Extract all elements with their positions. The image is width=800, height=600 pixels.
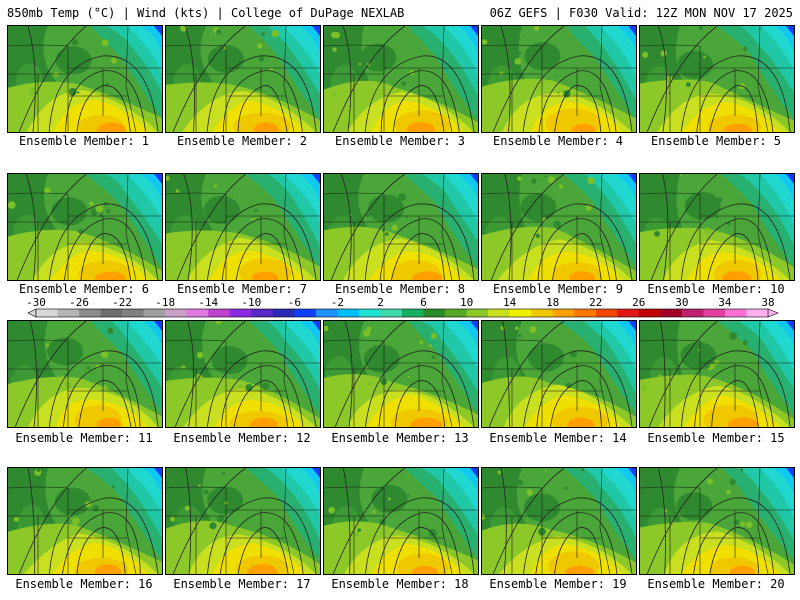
colorbar-tick-label: 2	[377, 296, 384, 309]
ensemble-member-label: Ensemble Member: 4	[492, 134, 624, 148]
ensemble-member-map	[481, 467, 637, 575]
colorbar-swatch	[660, 309, 683, 317]
ensemble-member-map	[481, 25, 637, 133]
colorbar-swatch	[445, 309, 467, 317]
ensemble-member-map	[639, 467, 795, 575]
colorbar-swatch	[488, 309, 510, 317]
ensemble-member-map	[639, 320, 795, 428]
colorbar-swatch	[36, 309, 58, 317]
colorbar-swatch	[186, 309, 209, 317]
colorbar-swatch	[574, 309, 597, 317]
colorbar-swatch	[208, 309, 231, 317]
colorbar-swatch	[595, 309, 618, 317]
ensemble-member-map	[481, 173, 637, 281]
ensemble-member-map	[323, 320, 479, 428]
ensemble-member-map	[481, 320, 637, 428]
ensemble-member-label: Ensemble Member: 3	[334, 134, 466, 148]
ensemble-member-map	[165, 320, 321, 428]
colorbar-swatch	[100, 309, 123, 317]
colorbar-swatch	[122, 309, 144, 317]
colorbar-tick-label: 38	[761, 296, 774, 309]
colorbar-swatch	[746, 309, 769, 317]
colorbar-tick-label: 22	[589, 296, 602, 309]
colorbar-outline	[35, 308, 769, 318]
colorbar-swatch	[617, 309, 640, 317]
colorbar-swatch	[229, 309, 252, 317]
colorbar-tick-label: 34	[718, 296, 732, 309]
colorbar-swatch	[509, 309, 532, 317]
ensemble-member-map	[7, 320, 163, 428]
colorbar-swatch	[552, 309, 575, 317]
colorbar-tick-label: -18	[155, 296, 175, 309]
chart-title: 850mb Temp (°C) | Wind (kts) | College o…	[7, 6, 405, 20]
ensemble-member-label: Ensemble Member: 12	[173, 431, 311, 445]
colorbar-left-arrow	[27, 308, 37, 318]
colorbar-tick-label: -6	[288, 296, 301, 309]
ensemble-member-map	[165, 25, 321, 133]
ensemble-member-map	[7, 25, 163, 133]
ensemble-member-label: Ensemble Member: 1	[18, 134, 150, 148]
ensemble-member-map	[7, 467, 163, 575]
colorbar-tick-label: -30	[26, 296, 46, 309]
ensemble-member-label: Ensemble Member: 20	[647, 577, 785, 591]
colorbar-tick-label: 14	[503, 296, 517, 309]
ensemble-member-label: Ensemble Member: 5	[650, 134, 782, 148]
ensemble-member-map	[639, 25, 795, 133]
ensemble-member-label: Ensemble Member: 9	[492, 282, 624, 296]
colorbar-swatch	[315, 309, 338, 317]
colorbar-swatch	[337, 309, 360, 317]
colorbar-swatch	[294, 309, 317, 317]
ensemble-member-label: Ensemble Member: 2	[176, 134, 308, 148]
ensemble-member-label: Ensemble Member: 10	[647, 282, 785, 296]
colorbar-swatch	[380, 309, 403, 317]
ensemble-member-map	[323, 25, 479, 133]
colorbar-tick-label: -10	[241, 296, 261, 309]
colorbar-right-arrow	[767, 308, 779, 318]
colorbar-swatch	[57, 309, 80, 317]
ensemble-member-label: Ensemble Member: 11	[15, 431, 153, 445]
ensemble-member-label: Ensemble Member: 15	[647, 431, 785, 445]
colorbar-tick-label: -22	[112, 296, 132, 309]
colorbar-tick-label: 6	[420, 296, 427, 309]
ensemble-member-label: Ensemble Member: 19	[489, 577, 627, 591]
model-run-info: 06Z GEFS | F030 Valid: 12Z MON NOV 17 20…	[489, 6, 793, 20]
ensemble-member-map	[165, 467, 321, 575]
ensemble-member-label: Ensemble Member: 18	[331, 577, 469, 591]
colorbar-tick-label: -26	[69, 296, 89, 309]
colorbar-swatch	[724, 309, 747, 317]
colorbar-swatch	[165, 309, 188, 317]
colorbar-swatch	[681, 309, 704, 317]
colorbar-tick-label: 10	[460, 296, 473, 309]
colorbar-swatch	[272, 309, 295, 317]
colorbar-swatch	[531, 309, 554, 317]
ensemble-member-label: Ensemble Member: 17	[173, 577, 311, 591]
ensemble-member-map	[7, 173, 163, 281]
ensemble-member-map	[639, 173, 795, 281]
colorbar-swatch	[466, 309, 489, 317]
colorbar-tick-label: 26	[632, 296, 645, 309]
ensemble-member-label: Ensemble Member: 8	[334, 282, 466, 296]
color-scale-bar: -30 -26 -22 -18 -14 -10 -6 -2 2 6 10 14 18 22 26 30 34 38…	[26, 296, 779, 318]
ensemble-member-map	[323, 173, 479, 281]
ensemble-member-map	[165, 173, 321, 281]
colorbar-tick-label: 18	[546, 296, 559, 309]
ensemble-member-map	[323, 467, 479, 575]
colorbar-swatch	[79, 309, 101, 317]
colorbar-swatch	[251, 309, 274, 317]
colorbar-swatch	[423, 309, 446, 317]
colorbar-swatch	[358, 309, 381, 317]
colorbar-tick-label: 30	[675, 296, 688, 309]
ensemble-member-label: Ensemble Member: 7	[176, 282, 308, 296]
colorbar-tick-label: -14	[198, 296, 218, 309]
colorbar-swatch	[143, 309, 166, 317]
colorbar-swatch	[638, 309, 661, 317]
ensemble-member-label: Ensemble Member: 14	[489, 431, 627, 445]
colorbar-tick-label: -2	[331, 296, 344, 309]
ensemble-member-label: Ensemble Member: 16	[15, 577, 153, 591]
ensemble-member-label: Ensemble Member: 6	[18, 282, 150, 296]
colorbar-swatch	[703, 309, 726, 317]
colorbar-swatch	[402, 309, 424, 317]
ensemble-member-label: Ensemble Member: 13	[331, 431, 469, 445]
